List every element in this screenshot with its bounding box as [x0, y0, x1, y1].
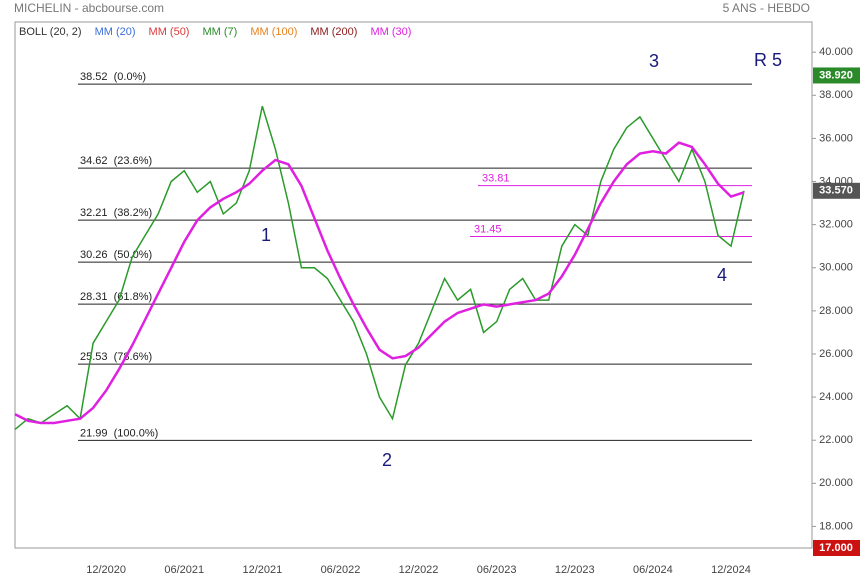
price-tag-label: 33.570: [819, 185, 853, 197]
legend-entry: MM (20): [95, 26, 136, 38]
x-tick-label: 12/2023: [555, 564, 595, 576]
y-tick-label: 22.000: [819, 434, 853, 446]
y-tick-label: 20.000: [819, 477, 853, 489]
x-tick-label: 12/2024: [711, 564, 751, 576]
y-tick-label: 28.000: [819, 305, 853, 317]
x-tick-label: 12/2021: [242, 564, 282, 576]
x-tick-label: 06/2024: [633, 564, 673, 576]
price-tag: [813, 182, 860, 199]
fib-label: 32.21 (38.2%): [80, 207, 152, 219]
fib-label: 30.26 (50.0%): [80, 249, 152, 261]
fib-label: 28.31 (61.8%): [80, 291, 152, 303]
y-tick-label: 36.000: [819, 132, 853, 144]
wave-label: 3: [649, 51, 659, 71]
wave-label: 1: [261, 225, 271, 245]
legend-entry: MM (200): [310, 26, 357, 38]
series-line: [14, 141, 745, 425]
legend-entry: MM (30): [370, 26, 411, 38]
legend-entry: MM (100): [250, 26, 297, 38]
price-tag-label: 17.000: [819, 542, 853, 554]
x-tick-label: 06/2022: [321, 564, 361, 576]
wave-label: 2: [382, 450, 392, 470]
y-tick-label: 40.000: [819, 46, 853, 58]
x-tick-label: 12/2022: [399, 564, 439, 576]
x-tick-label: 06/2021: [164, 564, 204, 576]
y-tick-label: 18.000: [819, 520, 853, 532]
series-line: [14, 105, 745, 430]
legend-entry: BOLL (20, 2): [19, 26, 82, 38]
level-label: 33.81: [482, 173, 510, 185]
y-tick-label: 26.000: [819, 348, 853, 360]
fib-label: 25.53 (78.6%): [80, 351, 152, 363]
y-tick-label: 30.000: [819, 262, 853, 274]
plot-frame: [14, 21, 813, 549]
wave-label: 4: [717, 265, 727, 285]
price-tag: [813, 67, 860, 84]
y-tick-label: 24.000: [819, 391, 853, 403]
chart-subtitle: 5 ANS - HEBDO: [723, 1, 810, 15]
fib-label: 38.52 (0.0%): [80, 71, 146, 83]
level-label: 31.45: [474, 223, 502, 235]
x-tick-label: 06/2023: [477, 564, 517, 576]
fib-label: 21.99 (100.0%): [80, 427, 158, 439]
y-tick-label: 38.000: [819, 89, 853, 101]
fib-label: 34.62 (23.6%): [80, 155, 152, 167]
chart-title: MICHELIN - abcbourse.com: [14, 1, 164, 15]
price-tag: [813, 540, 860, 556]
legend-entry: MM (50): [149, 26, 190, 38]
legend-entry: MM (7): [202, 26, 237, 38]
wave-label: R 5: [754, 50, 782, 70]
y-tick-label: 32.000: [819, 219, 853, 231]
price-tag-label: 38.920: [819, 69, 853, 81]
x-tick-label: 12/2020: [86, 564, 126, 576]
